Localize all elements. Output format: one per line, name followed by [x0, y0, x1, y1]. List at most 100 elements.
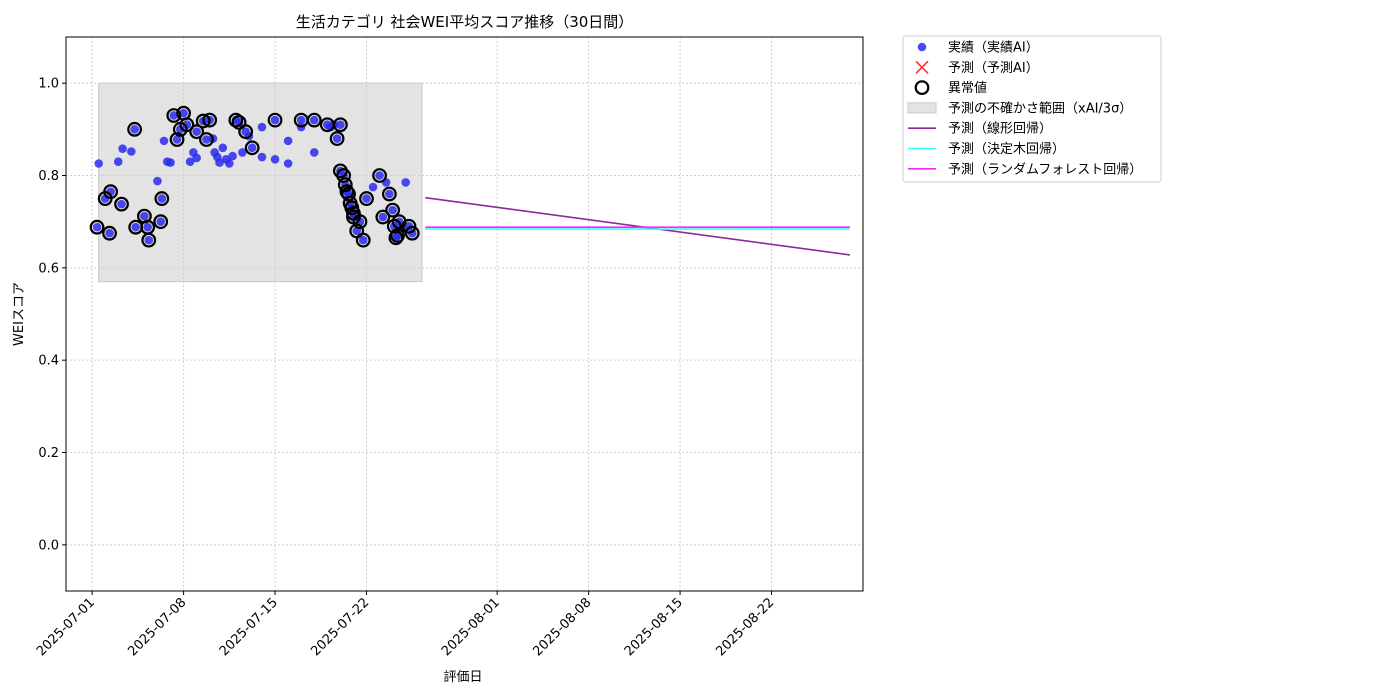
- actual-point: [296, 115, 306, 125]
- actual-point: [192, 127, 201, 136]
- anomaly-marker: [141, 232, 157, 248]
- actual-point: [169, 111, 179, 120]
- y-tick-label: 0.0: [38, 538, 59, 553]
- actual-point: [176, 125, 185, 134]
- anomaly-marker: [179, 117, 195, 133]
- x-tick-label: 2025-07-22: [308, 595, 372, 659]
- y-tick-label: 0.8: [38, 169, 59, 184]
- actual-point: [218, 143, 228, 153]
- y-tick-label: 0.2: [38, 446, 59, 461]
- actual-point: [192, 153, 201, 163]
- anomaly-marker: [336, 168, 352, 183]
- anomaly-marker: [169, 132, 185, 147]
- actual-point: [185, 157, 195, 166]
- actual-point: [105, 228, 114, 238]
- uncertainty-band: [98, 82, 423, 283]
- actual-point: [378, 212, 388, 222]
- anomaly-marker: [189, 124, 205, 140]
- actual-point: [94, 159, 103, 168]
- actual-point: [336, 120, 345, 130]
- uncertainty-band-layer: [98, 82, 423, 283]
- data-points-layer: [89, 105, 420, 248]
- anomaly-marker: [103, 184, 119, 200]
- anomaly-marker: [267, 112, 283, 128]
- y-axis-label: WEIスコア: [12, 282, 27, 346]
- anomaly-marker: [114, 196, 129, 212]
- legend-label: 予測（線形回帰）: [948, 121, 1052, 137]
- actual-point: [159, 136, 169, 146]
- anomaly-marker: [372, 168, 387, 183]
- actual-point: [228, 151, 237, 161]
- actual-point: [131, 222, 140, 232]
- actual-point: [401, 178, 411, 187]
- y-tick-label: 0.6: [38, 261, 59, 276]
- actual-point: [283, 136, 293, 146]
- anomaly-marker: [388, 230, 404, 246]
- anomaly-marker: [375, 209, 391, 225]
- actual-point: [270, 115, 280, 125]
- x-axis-label: 評価日: [443, 670, 482, 685]
- actual-point: [358, 235, 368, 245]
- legend-label: 異常値: [948, 80, 987, 96]
- actual-point: [202, 135, 211, 144]
- legend-anomaly-marker: [914, 80, 930, 95]
- anomaly-marker: [337, 177, 353, 193]
- actual-point: [156, 217, 166, 226]
- legend-actual-marker: [917, 42, 927, 52]
- anomaly-marker: [381, 186, 397, 202]
- actual-point: [362, 194, 371, 203]
- actual-point: [140, 211, 149, 221]
- actual-point: [172, 135, 182, 144]
- anomaly-marker: [238, 124, 254, 140]
- actual-point: [309, 148, 319, 157]
- legend-label: 実績（実績AI）: [948, 40, 1039, 56]
- anomaly-marker: [127, 121, 142, 137]
- actual-point: [118, 144, 127, 154]
- anomaly-marker: [385, 202, 401, 218]
- y-tick-label: 0.4: [38, 354, 59, 369]
- actual-point: [157, 194, 167, 203]
- anomaly-marker: [244, 140, 260, 156]
- plot-frame: [65, 36, 864, 592]
- actual-point: [130, 125, 139, 134]
- actual-point: [388, 205, 397, 215]
- x-tick-label: 2025-08-08: [530, 595, 594, 659]
- legend-label: 予測（決定木回帰）: [948, 141, 1065, 157]
- actual-point: [127, 147, 136, 156]
- legend-prediction-marker: [915, 60, 929, 74]
- anomaly-marker: [102, 225, 117, 241]
- anomaly-marker: [228, 112, 244, 128]
- actual-point: [247, 143, 257, 153]
- actual-point: [257, 122, 267, 132]
- y-tick-label: 1.0: [38, 77, 59, 92]
- x-tick-label: 2025-07-15: [217, 595, 281, 659]
- x-tick-label: 2025-07-08: [125, 595, 189, 659]
- anomaly-marker: [199, 132, 214, 147]
- actual-point: [166, 158, 175, 167]
- actual-point: [179, 108, 188, 118]
- anomaly-marker: [390, 228, 405, 243]
- anomaly-marker: [154, 191, 170, 206]
- actual-point: [270, 155, 280, 164]
- anomaly-marker: [355, 232, 371, 248]
- anomaly-marker: [332, 117, 348, 133]
- anomaly-marker: [352, 214, 368, 230]
- anomaly-marker: [195, 113, 211, 129]
- x-tick-label: 2025-08-01: [439, 595, 503, 659]
- chart-title: 生活カテゴリ 社会WEI平均スコア推移（30日間）: [296, 13, 634, 31]
- anomaly-marker: [359, 191, 374, 206]
- x-tick-label: 2025-07-01: [34, 595, 98, 659]
- grid-layer: [66, 37, 863, 591]
- actual-point: [144, 235, 154, 245]
- anomaly-marker: [202, 112, 218, 128]
- actual-point: [238, 148, 247, 157]
- forecast-lines-layer: [425, 196, 851, 256]
- actual-point: [215, 158, 224, 167]
- anomaly-marker: [341, 186, 356, 202]
- legend-band-swatch: [907, 102, 937, 114]
- legend-label: 予測（予測AI）: [948, 61, 1039, 76]
- actual-point: [92, 222, 102, 232]
- actual-point: [368, 182, 378, 192]
- anomaly-marker: [401, 218, 417, 234]
